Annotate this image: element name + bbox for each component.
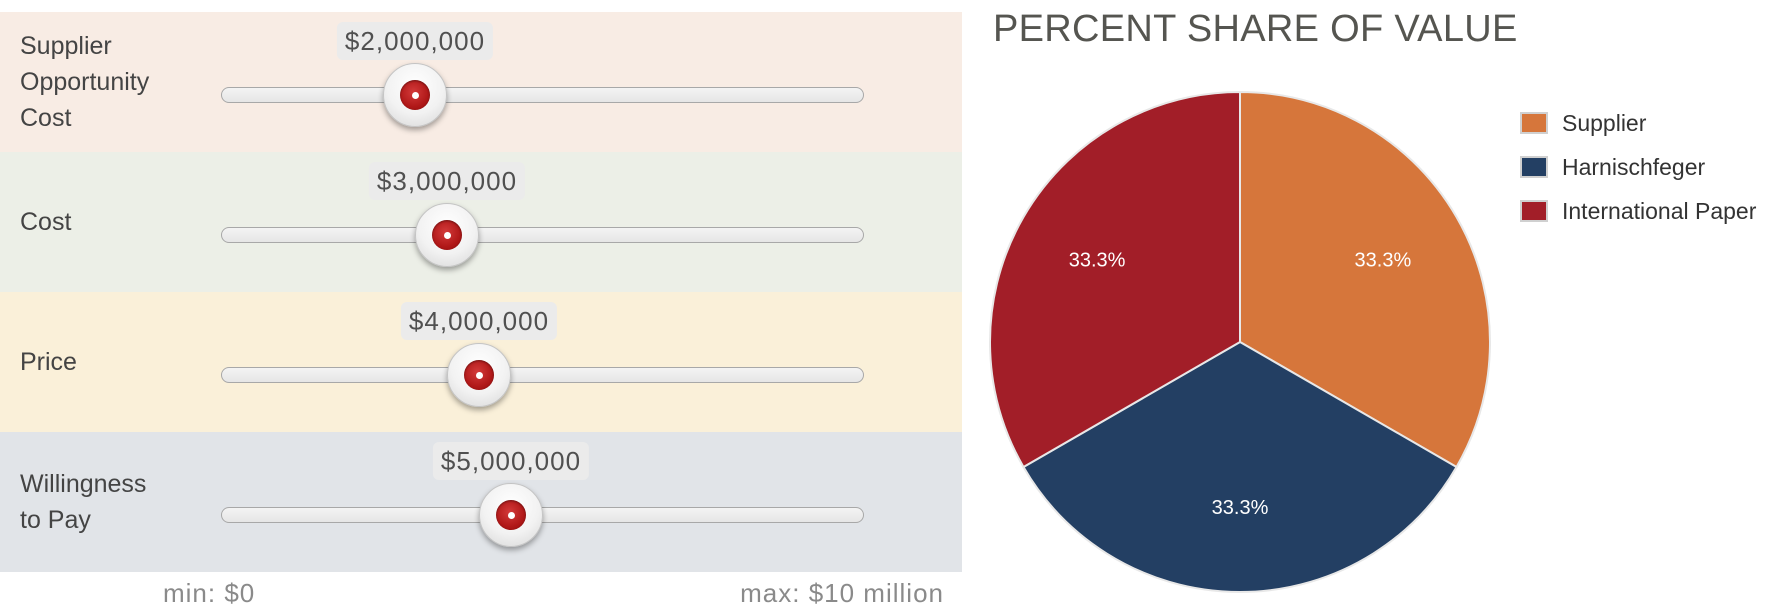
legend-label: Supplier — [1562, 110, 1647, 136]
legend-swatch — [1520, 156, 1548, 178]
slider-track-supplier-opportunity-cost[interactable] — [221, 87, 864, 103]
pie-data-label-international-paper: 33.3% — [1069, 250, 1126, 272]
slider-panel: Supplier Opportunity Cost $2,000,000 Cost $… — [0, 12, 962, 572]
slider-row-price: Price $4,000,000 — [0, 292, 962, 432]
slider-track-price[interactable] — [221, 367, 864, 383]
slider-handle-dot-icon — [432, 220, 462, 250]
chart-title: PERCENT SHARE OF VALUE — [993, 8, 1518, 50]
legend-label: Harnischfeger — [1562, 154, 1706, 180]
legend-swatch — [1520, 112, 1548, 134]
slider-row-cost: Cost $3,000,000 — [0, 152, 962, 292]
slider-label-cost: Cost — [20, 208, 72, 236]
slider-value-willingness-to-pay: $5,000,000 — [432, 442, 590, 480]
slider-handle-willingness-to-pay[interactable] — [479, 483, 543, 547]
slider-value-supplier-opportunity-cost: $2,000,000 — [336, 22, 494, 60]
slider-handle-cost[interactable] — [415, 203, 479, 267]
legend-label: International Paper — [1562, 198, 1757, 224]
slider-row-supplier-opportunity-cost: Supplier Opportunity Cost $2,000,000 — [0, 12, 962, 152]
pie-data-label-harnischfeger: 33.3% — [1212, 497, 1269, 519]
slider-handle-dot-icon — [464, 360, 494, 390]
slider-value-price: $4,000,000 — [400, 302, 558, 340]
slider-handle-price[interactable] — [447, 343, 511, 407]
slider-handle-supplier-opportunity-cost[interactable] — [383, 63, 447, 127]
slider-label-price: Price — [20, 348, 77, 376]
pie-slice-harnischfeger[interactable] — [1022, 340, 1458, 593]
pie-slice-supplier[interactable] — [1239, 90, 1491, 469]
slider-label-supplier-opportunity-cost: Supplier Opportunity Cost — [20, 32, 150, 132]
slider-value-cost: $3,000,000 — [368, 162, 526, 200]
slider-label-willingness-to-pay: Willingness to Pay — [20, 470, 147, 534]
slider-handle-dot-icon — [496, 500, 526, 530]
slider-handle-dot-icon — [400, 80, 430, 110]
slider-track-cost[interactable] — [221, 227, 864, 243]
pie-data-label-supplier: 33.3% — [1355, 250, 1412, 272]
range-max-label: max: $10 million — [740, 578, 944, 608]
legend-swatch — [1520, 200, 1548, 222]
range-min-label: min: $0 — [163, 578, 256, 608]
pie-chart: 33.3% 33.3% 33.3% — [989, 90, 1491, 593]
slider-row-willingness-to-pay: Willingness to Pay $5,000,000 — [0, 432, 962, 572]
pie-slice-international-paper[interactable] — [989, 90, 1241, 469]
